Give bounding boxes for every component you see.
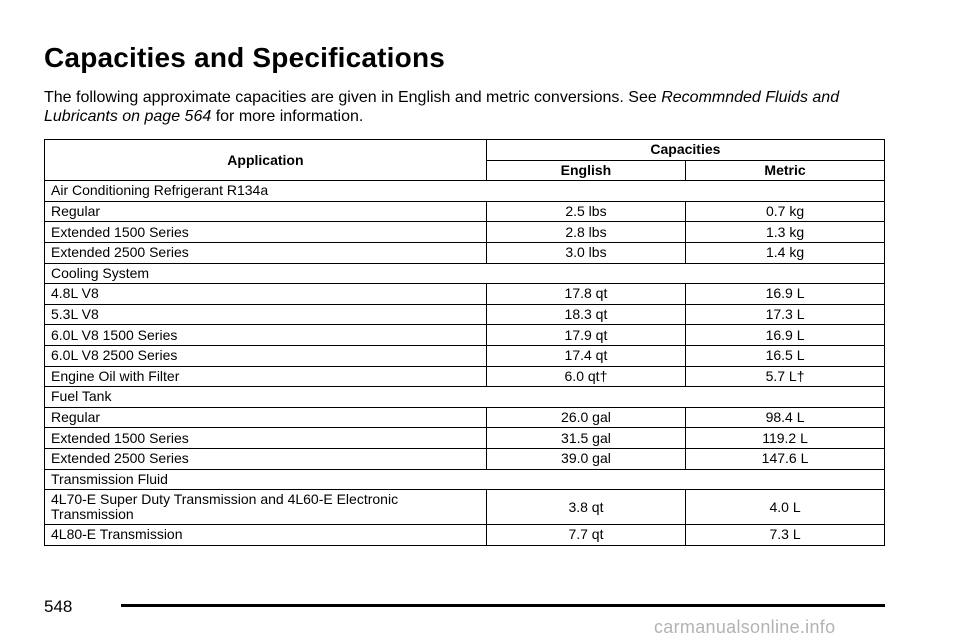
english-value-cell: 18.3 qt xyxy=(485,303,687,326)
metric-value-cell: 16.9 L xyxy=(685,283,885,305)
table-row: Transmission Fluid xyxy=(44,468,885,491)
section-heading-cell: Cooling System xyxy=(44,262,885,285)
application-cell: Regular xyxy=(44,200,487,223)
english-value-cell: 2.8 lbs xyxy=(485,221,687,243)
capacities-table: Application Capacities English Metric Ai… xyxy=(44,138,886,546)
header-english: English xyxy=(485,159,687,182)
intro-text: The following approximate capacities are… xyxy=(44,89,662,106)
table-row: Extended 2500 Series 3.0 lbs 1.4 kg xyxy=(44,241,885,264)
application-cell: 6.0L V8 1500 Series xyxy=(44,324,487,346)
metric-value-cell: 17.3 L xyxy=(685,303,885,326)
english-value-cell: 2.5 lbs xyxy=(485,200,687,223)
section-heading-cell: Air Conditioning Refrigerant R134a xyxy=(44,180,885,202)
table-row: Fuel Tank xyxy=(44,386,885,408)
section-heading-cell: Transmission Fluid xyxy=(44,468,885,491)
application-cell: 5.3L V8 xyxy=(44,303,487,326)
table-row: 4L80-E Transmission 7.7 qt 7.3 L xyxy=(44,524,885,546)
english-value-cell: 3.0 lbs xyxy=(485,241,687,264)
cross-reference-link[interactable]: Recommnded Fluids and Lubricants on page… xyxy=(44,89,840,125)
english-value-cell: 3.8 qt xyxy=(485,489,687,526)
metric-value-cell: 7.3 L xyxy=(685,524,885,546)
metric-value-cell: 0.7 kg xyxy=(685,200,885,223)
english-value-cell: 7.7 qt xyxy=(485,524,687,546)
english-value-cell: 26.0 gal xyxy=(485,406,687,429)
table-row: 4L70-E Super Duty Transmission and 4L60-… xyxy=(44,489,885,526)
english-value-cell: 17.9 qt xyxy=(485,324,687,346)
application-cell: 4.8L V8 xyxy=(44,283,487,305)
table-row: Extended 1500 Series 31.5 gal 119.2 L xyxy=(44,427,885,449)
english-value-cell: 6.0 qt† xyxy=(485,365,687,388)
english-value-cell: 17.8 qt xyxy=(485,283,687,305)
table-row: Engine Oil with Filter 6.0 qt† 5.7 L† xyxy=(44,365,885,388)
metric-value-cell: 4.0 L xyxy=(685,489,885,526)
metric-value-cell: 1.3 kg xyxy=(685,221,885,243)
metric-value-cell: 1.4 kg xyxy=(685,241,885,264)
application-cell: Extended 1500 Series xyxy=(44,221,487,243)
page-title: Capacities and Specifications xyxy=(44,42,446,73)
application-cell: 4L80-E Transmission xyxy=(44,524,487,546)
header-metric: Metric xyxy=(685,159,885,182)
application-cell: Extended 2500 Series xyxy=(44,241,487,264)
table-row: Regular 26.0 gal 98.4 L xyxy=(44,406,885,429)
metric-value-cell: 5.7 L† xyxy=(685,365,885,388)
application-cell: Extended 2500 Series xyxy=(44,447,487,470)
table-row: 4.8L V8 17.8 qt 16.9 L xyxy=(44,283,885,305)
english-value-cell: 31.5 gal xyxy=(485,427,687,449)
intro-paragraph: The following approximate capacities are… xyxy=(44,88,884,126)
application-cell: Extended 1500 Series xyxy=(44,427,487,449)
table-body: Air Conditioning Refrigerant R134a Regula… xyxy=(44,180,885,546)
table-row: Cooling System xyxy=(44,262,885,285)
header-application: Application xyxy=(44,138,487,182)
english-value-cell: 17.4 qt xyxy=(485,344,687,367)
application-cell: Engine Oil with Filter xyxy=(44,365,487,388)
table-row: 6.0L V8 2500 Series 17.4 qt 16.5 L xyxy=(44,344,885,367)
metric-value-cell: 16.5 L xyxy=(685,344,885,367)
table-row: Extended 2500 Series 39.0 gal 147.6 L xyxy=(44,447,885,470)
table-row: Air Conditioning Refrigerant R134a xyxy=(44,180,885,202)
page-number: 548 xyxy=(44,597,73,616)
watermark: carmanualsonline.info xyxy=(654,617,836,637)
application-cell: 6.0L V8 2500 Series xyxy=(44,344,487,367)
metric-value-cell: 16.9 L xyxy=(685,324,885,346)
metric-value-cell: 147.6 L xyxy=(685,447,885,470)
table-row: 5.3L V8 18.3 qt 17.3 L xyxy=(44,303,885,326)
footer-rule xyxy=(121,604,885,607)
header-capacities: Capacities xyxy=(485,139,886,161)
intro-text-end: for more information. xyxy=(211,108,364,125)
english-value-cell: 39.0 gal xyxy=(485,447,687,470)
section-heading-cell: Fuel Tank xyxy=(44,386,885,408)
metric-value-cell: 98.4 L xyxy=(685,406,885,429)
application-cell: Regular xyxy=(44,406,487,429)
table-row: Extended 1500 Series 2.8 lbs 1.3 kg xyxy=(44,221,885,243)
table-row: 6.0L V8 1500 Series 17.9 qt 16.9 L xyxy=(44,324,885,346)
table-row: Regular 2.5 lbs 0.7 kg xyxy=(44,200,885,223)
metric-value-cell: 119.2 L xyxy=(685,427,885,449)
application-cell: 4L70-E Super Duty Transmission and 4L60-… xyxy=(44,489,487,526)
